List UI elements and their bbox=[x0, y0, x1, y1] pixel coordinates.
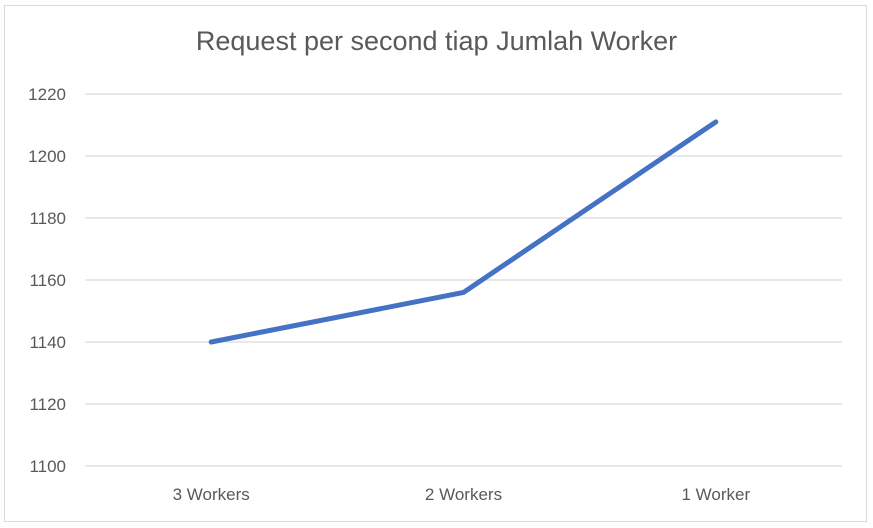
x-axis-labels: 3 Workers 2 Workers 1 Worker bbox=[173, 485, 751, 504]
y-tick-label: 1200 bbox=[28, 147, 66, 166]
x-tick-label: 2 Workers bbox=[425, 485, 502, 504]
y-tick-label: 1140 bbox=[29, 333, 66, 352]
y-axis-labels: 1100 1120 1140 1160 1180 1200 1220 bbox=[28, 85, 66, 476]
chart-area bbox=[4, 5, 867, 522]
x-tick-label: 3 Workers bbox=[173, 485, 250, 504]
series-line bbox=[208, 119, 719, 345]
y-tick-label: 1180 bbox=[29, 209, 66, 228]
x-tick-label: 1 Worker bbox=[682, 485, 751, 504]
series-layer bbox=[208, 119, 719, 345]
y-tick-label: 1220 bbox=[28, 85, 66, 104]
y-tick-label: 1100 bbox=[29, 457, 66, 476]
y-tick-label: 1120 bbox=[29, 395, 66, 414]
chart-title: Request per second tiap Jumlah Worker bbox=[195, 26, 678, 56]
gridlines bbox=[85, 93, 842, 467]
y-tick-label: 1160 bbox=[29, 271, 66, 290]
